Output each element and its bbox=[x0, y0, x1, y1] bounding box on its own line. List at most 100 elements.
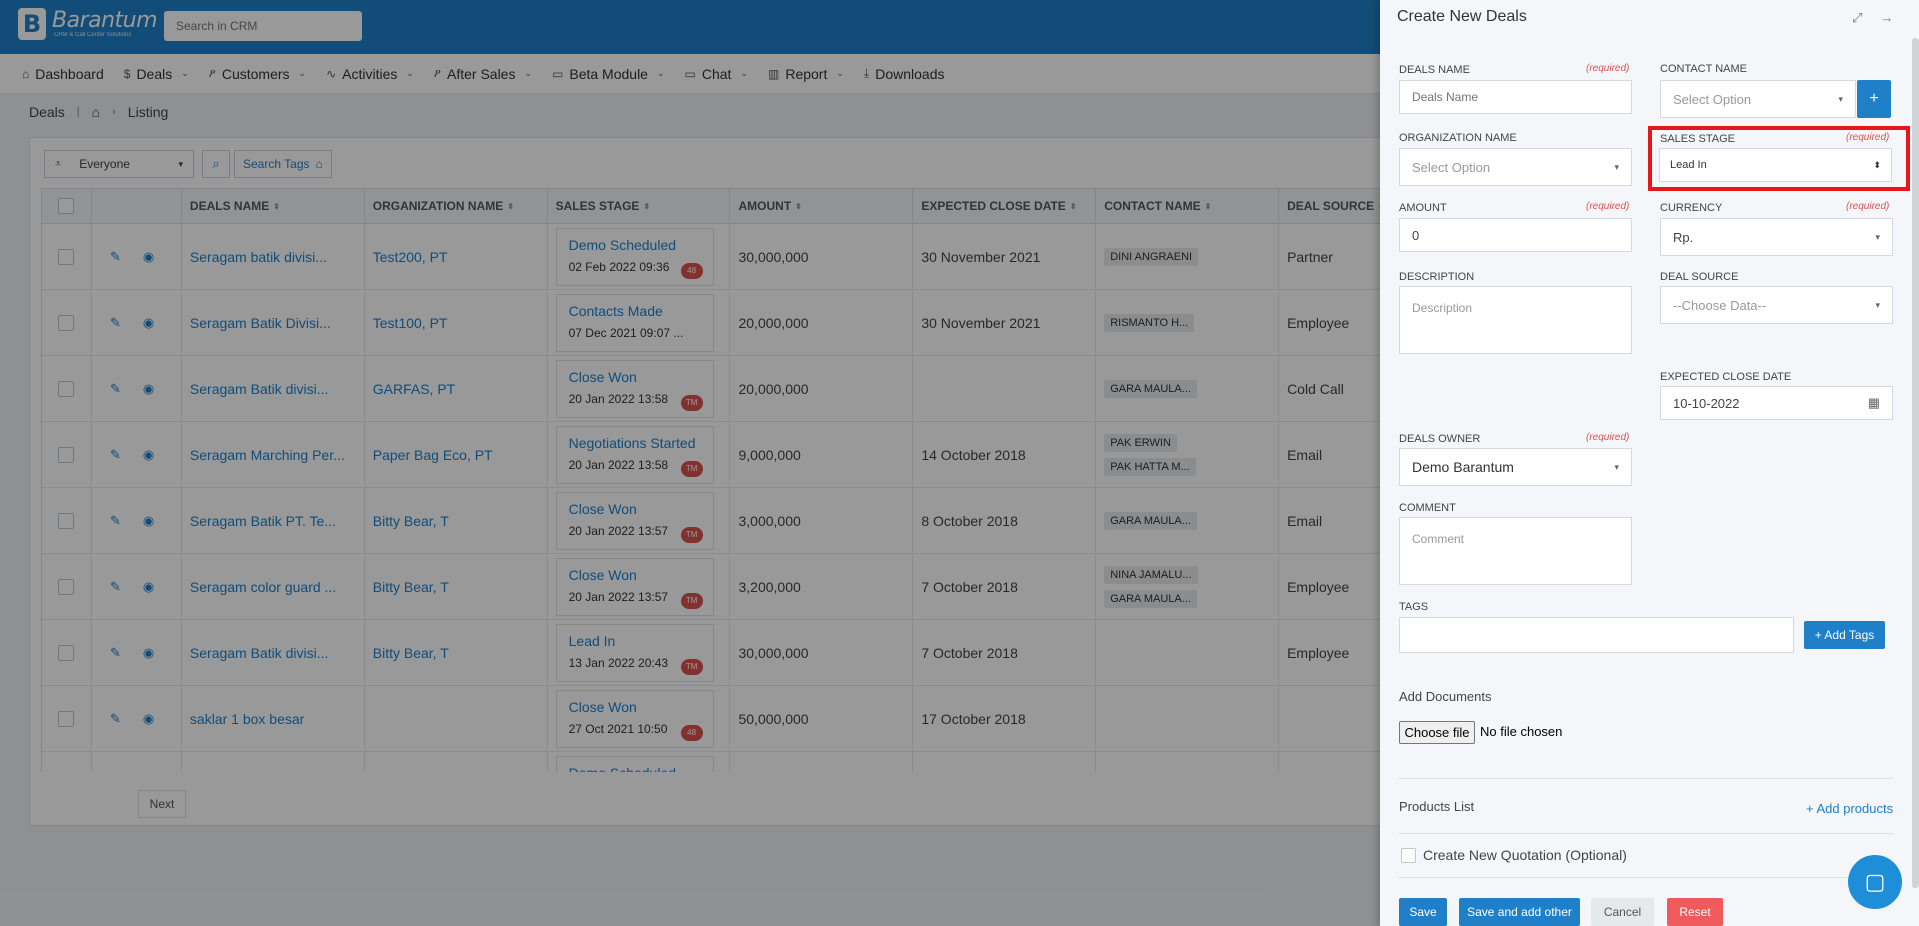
organization-link[interactable]: GARFAS, PT bbox=[372, 380, 456, 397]
row-checkbox[interactable] bbox=[58, 578, 75, 595]
search-button[interactable]: ⌕ bbox=[202, 150, 230, 178]
nav-downloads[interactable]: ⤓ Downloads bbox=[863, 65, 945, 82]
table-row[interactable]: ✎ ◉ Seragam batik divisi... Test200, PT Demo… bbox=[42, 224, 1390, 290]
view-icon[interactable]: ◉ bbox=[142, 248, 155, 264]
sales-stage-cell[interactable]: Demo Scheduled 02 Feb 2022 09:36 48 bbox=[555, 227, 714, 286]
view-icon[interactable]: ◉ bbox=[142, 578, 155, 594]
edit-icon[interactable]: ✎ bbox=[109, 380, 121, 396]
global-search-input[interactable] bbox=[164, 11, 362, 41]
pagination-next-button[interactable]: Next bbox=[138, 790, 186, 818]
contact-name-select[interactable]: Select Option ▾ bbox=[1660, 80, 1856, 118]
organization-link[interactable]: Test200, PT bbox=[372, 248, 448, 265]
header-deals-name[interactable]: DEALS NAME ⬍ bbox=[182, 189, 365, 223]
contact-tag[interactable]: PAK ERWIN bbox=[1104, 433, 1177, 452]
description-textarea[interactable]: Description bbox=[1399, 286, 1632, 354]
breadcrumb-module[interactable]: Deals bbox=[29, 104, 65, 120]
edit-icon[interactable]: ✎ bbox=[109, 314, 121, 330]
organization-link[interactable]: Bitty Bear, T bbox=[372, 644, 449, 661]
choose-file-button[interactable]: Choose file bbox=[1399, 721, 1475, 744]
view-icon[interactable]: ◉ bbox=[142, 512, 155, 528]
modal-backdrop[interactable] bbox=[0, 0, 1380, 926]
row-checkbox[interactable] bbox=[58, 380, 75, 397]
row-checkbox[interactable] bbox=[58, 446, 75, 463]
logo[interactable]: B Barantum CRM & Call Center Solutions bbox=[18, 8, 158, 40]
nav-chat[interactable]: ▭ Chat ⌄ bbox=[684, 65, 748, 82]
deals-owner-select[interactable]: Demo Barantum ▾ bbox=[1399, 448, 1632, 486]
add-products-link[interactable]: + Add products bbox=[1806, 801, 1894, 816]
edit-icon[interactable]: ✎ bbox=[109, 248, 121, 264]
deal-name-link[interactable]: Seragam Batik Divisi... bbox=[189, 314, 331, 331]
select-all-checkbox[interactable] bbox=[58, 198, 75, 214]
contact-tag[interactable]: NINA JAMALU... bbox=[1104, 565, 1198, 584]
home-icon[interactable]: ⌂ bbox=[91, 104, 101, 120]
row-checkbox[interactable] bbox=[58, 710, 75, 727]
deal-name-link[interactable]: saklar 1 box besar bbox=[189, 710, 305, 727]
header-organization-name[interactable]: ORGANIZATION NAME ⬍ bbox=[365, 189, 548, 223]
edit-icon[interactable]: ✎ bbox=[109, 644, 121, 660]
contact-tag[interactable]: RISMANTO H... bbox=[1104, 313, 1195, 332]
deal-name-link[interactable]: Seragam Marching Per... bbox=[189, 446, 345, 463]
contact-tag[interactable]: PAK HATTA M... bbox=[1104, 457, 1196, 476]
sales-stage-cell[interactable]: Lead In 13 Jan 2022 20:43 TM bbox=[555, 623, 714, 682]
contact-tag[interactable]: GARA MAULA... bbox=[1104, 589, 1197, 608]
nav-customers[interactable]: ዖ Customers ⌄ bbox=[208, 65, 307, 82]
table-row[interactable]: ✎ ◉ Seragam Batik divisi... GARFAS, PT Close… bbox=[42, 356, 1390, 422]
owner-filter-select[interactable]: ⩡ Everyone ▾ bbox=[44, 150, 194, 178]
view-icon[interactable]: ◉ bbox=[142, 380, 155, 396]
organization-name-select[interactable]: Select Option ▾ bbox=[1399, 148, 1632, 186]
nav-after-sales[interactable]: ዖ After Sales ⌄ bbox=[433, 65, 533, 82]
nav-deals[interactable]: $ Deals ⌄ bbox=[123, 65, 189, 82]
table-row[interactable]: ✎ ◉ Seragam Batik Divisi... Test100, PT Cont… bbox=[42, 290, 1390, 356]
organization-link[interactable]: Paper Bag Eco, PT bbox=[372, 446, 493, 463]
sales-stage-cell[interactable]: Demo Scheduled bbox=[555, 755, 714, 772]
header-amount[interactable]: AMOUNT ⬍ bbox=[730, 189, 914, 223]
sales-stage-cell[interactable]: Close Won 27 Oct 2021 10:50 48 bbox=[555, 689, 714, 748]
row-checkbox[interactable] bbox=[58, 644, 75, 661]
view-icon[interactable]: ◉ bbox=[142, 314, 155, 330]
add-tags-button[interactable]: + Add Tags bbox=[1804, 621, 1885, 649]
create-quotation-label[interactable]: Create New Quotation (Optional) bbox=[1423, 847, 1627, 863]
sales-stage-cell[interactable]: Negotiations Started 20 Jan 2022 13:58 TM bbox=[555, 425, 714, 484]
edit-icon[interactable]: ✎ bbox=[109, 710, 121, 726]
header-sales-stage[interactable]: SALES STAGE ⬍ bbox=[548, 189, 731, 223]
row-checkbox[interactable] bbox=[58, 248, 75, 265]
view-icon[interactable]: ◉ bbox=[142, 446, 155, 462]
tags-input[interactable] bbox=[1399, 617, 1794, 653]
row-checkbox[interactable] bbox=[58, 314, 75, 331]
calendar-icon[interactable]: ▦ bbox=[1867, 395, 1880, 410]
sales-stage-select[interactable]: Lead In ⬍ bbox=[1659, 148, 1892, 182]
cancel-button[interactable]: Cancel bbox=[1591, 898, 1654, 926]
comment-textarea[interactable]: Comment bbox=[1399, 517, 1632, 585]
deals-name-input[interactable] bbox=[1399, 80, 1632, 114]
header-expected-close-date[interactable]: EXPECTED CLOSE DATE ⬍ bbox=[913, 189, 1097, 223]
nav-activities[interactable]: ∿ Activities ⌄ bbox=[326, 65, 414, 82]
contact-tag[interactable]: DINI ANGRAENI bbox=[1104, 247, 1199, 266]
deal-name-link[interactable]: Seragam Batik divisi... bbox=[189, 380, 329, 397]
deal-name-link[interactable]: Seragam Batik divisi... bbox=[189, 644, 329, 661]
add-contact-button[interactable]: + bbox=[1857, 80, 1891, 118]
sales-stage-cell[interactable]: Close Won 20 Jan 2022 13:57 TM bbox=[555, 557, 714, 616]
nav-beta-module[interactable]: ▭ Beta Module ⌄ bbox=[552, 65, 665, 82]
table-row[interactable]: ✎ ◉ Seragam Batik PT. Te... Bitty Bear, T Cl… bbox=[42, 488, 1390, 554]
organization-link[interactable]: Bitty Bear, T bbox=[372, 578, 449, 595]
table-row[interactable]: ✎ ◉ Seragam Marching Per... Paper Bag Eco, … bbox=[42, 422, 1390, 488]
table-row[interactable]: ✎ ◉ Seragam Batik divisi... Bitty Bear, T Le… bbox=[42, 620, 1390, 686]
sales-stage-cell[interactable]: Close Won 20 Jan 2022 13:57 TM bbox=[555, 491, 714, 550]
deal-source-select[interactable]: --Choose Data-- ▾ bbox=[1660, 286, 1893, 324]
view-icon[interactable]: ◉ bbox=[142, 710, 155, 726]
expected-close-date-input[interactable]: 10-10-2022 ▦ bbox=[1660, 386, 1893, 420]
contact-tag[interactable]: GARA MAULA... bbox=[1104, 511, 1197, 530]
nav-report[interactable]: ▥ Report ⌄ bbox=[767, 65, 844, 82]
deal-name-link[interactable]: Seragam batik divisi... bbox=[189, 248, 327, 265]
organization-link[interactable]: Bitty Bear, T bbox=[372, 512, 449, 529]
edit-icon[interactable]: ✎ bbox=[109, 578, 121, 594]
table-row[interactable]: ✎ ◉ Seragam color guard ... Bitty Bear, T Cl… bbox=[42, 554, 1390, 620]
edit-icon[interactable]: ✎ bbox=[109, 512, 121, 528]
search-tags-button[interactable]: Search Tags ⌂ bbox=[234, 150, 332, 178]
save-button[interactable]: Save bbox=[1399, 898, 1447, 926]
header-contact-name[interactable]: CONTACT NAME ⬍ bbox=[1096, 189, 1280, 223]
close-panel-icon[interactable]: → bbox=[1880, 10, 1894, 25]
row-checkbox[interactable] bbox=[58, 512, 75, 529]
deal-name-link[interactable]: Seragam Batik PT. Te... bbox=[189, 512, 336, 529]
chat-widget-button[interactable]: ▢ bbox=[1848, 855, 1902, 909]
